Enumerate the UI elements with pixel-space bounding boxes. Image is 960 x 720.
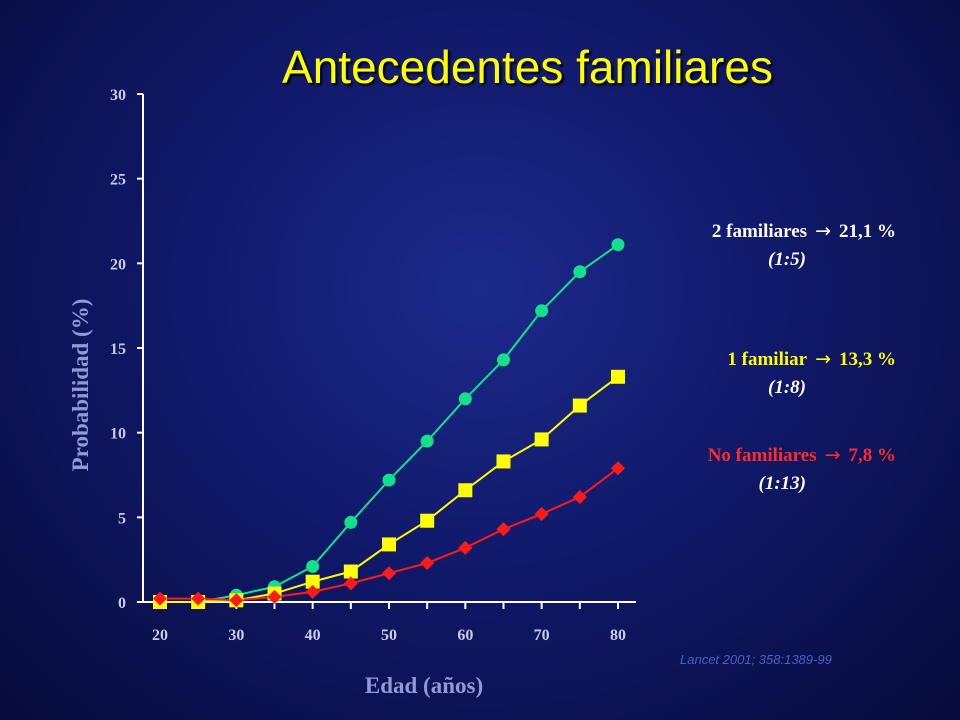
point-one — [458, 483, 473, 498]
x-tick-label: 60 — [457, 627, 473, 644]
point-none — [153, 591, 167, 606]
y-tick-label: 5 — [118, 510, 126, 527]
point-two — [573, 265, 587, 279]
x-tick-label: 30 — [228, 627, 244, 644]
y-axis-title: Probabilidad (%) — [68, 299, 93, 472]
x-tick-label: 20 — [152, 627, 168, 644]
annotation-two-relatives: 2 familiares → 21,1 % (1:5) — [600, 220, 896, 271]
point-one — [420, 513, 435, 528]
point-none — [305, 584, 320, 599]
annotation-label: No familiares — [707, 445, 817, 466]
y-tick-label: 25 — [110, 172, 126, 189]
y-tick-label: 10 — [110, 426, 126, 443]
point-one — [496, 454, 511, 469]
arrow-right-icon: → — [815, 220, 831, 242]
slide-title: Antecedentes familiares — [282, 41, 773, 93]
y-tick-label: 30 — [110, 87, 126, 104]
point-none — [420, 556, 435, 571]
annotation-ratio: (1:8) — [768, 377, 806, 398]
y-tick-label: 20 — [110, 256, 126, 273]
point-one — [572, 398, 587, 413]
point-none — [343, 576, 358, 591]
annotation-value: 21,1 % — [839, 221, 896, 242]
citation: Lancet 2001; 358:1389-99 — [680, 652, 832, 667]
series-line-none — [160, 467, 619, 602]
annotation-no-relatives: No familiares → 7,8 % (1:13) — [600, 444, 896, 495]
point-none — [611, 461, 625, 476]
x-axis-title: Edad (años) — [365, 673, 483, 698]
annotation-label: 2 familiares — [711, 221, 808, 242]
annotation-label: 1 familiar — [727, 349, 808, 370]
point-two — [382, 473, 396, 487]
point-one — [382, 537, 396, 552]
annotation-value: 13,3 % — [839, 349, 896, 370]
x-tick-label: 40 — [305, 627, 321, 644]
point-two — [497, 353, 510, 367]
y-tick-label: 15 — [110, 341, 126, 358]
point-none — [267, 589, 282, 604]
arrow-right-icon: → — [824, 444, 841, 466]
point-two — [458, 392, 472, 406]
point-one — [611, 369, 625, 384]
point-none — [458, 540, 473, 555]
annotation-one-relative: 1 familiar → 13,3 % (1:8) — [600, 348, 896, 399]
point-none — [534, 506, 549, 521]
point-none — [229, 593, 244, 608]
point-none — [496, 522, 511, 537]
y-tick-label: 0 — [118, 595, 126, 612]
point-one — [343, 564, 358, 579]
point-two — [535, 304, 549, 318]
annotation-ratio: (1:5) — [768, 249, 806, 270]
annotation-ratio: (1:13) — [758, 473, 806, 494]
x-tick-label: 50 — [381, 627, 397, 644]
annotation-value: 7,8 % — [848, 445, 897, 466]
arrow-right-icon: → — [815, 348, 831, 370]
x-tick-label: 80 — [610, 627, 626, 644]
point-none — [382, 566, 396, 581]
point-one — [534, 432, 549, 447]
point-two — [306, 559, 320, 573]
point-none — [572, 490, 587, 505]
point-two — [344, 515, 358, 529]
point-two — [420, 434, 434, 448]
x-tick-label: 70 — [534, 627, 550, 644]
point-one — [305, 574, 320, 589]
point-two — [611, 238, 625, 252]
point-none — [191, 591, 206, 606]
